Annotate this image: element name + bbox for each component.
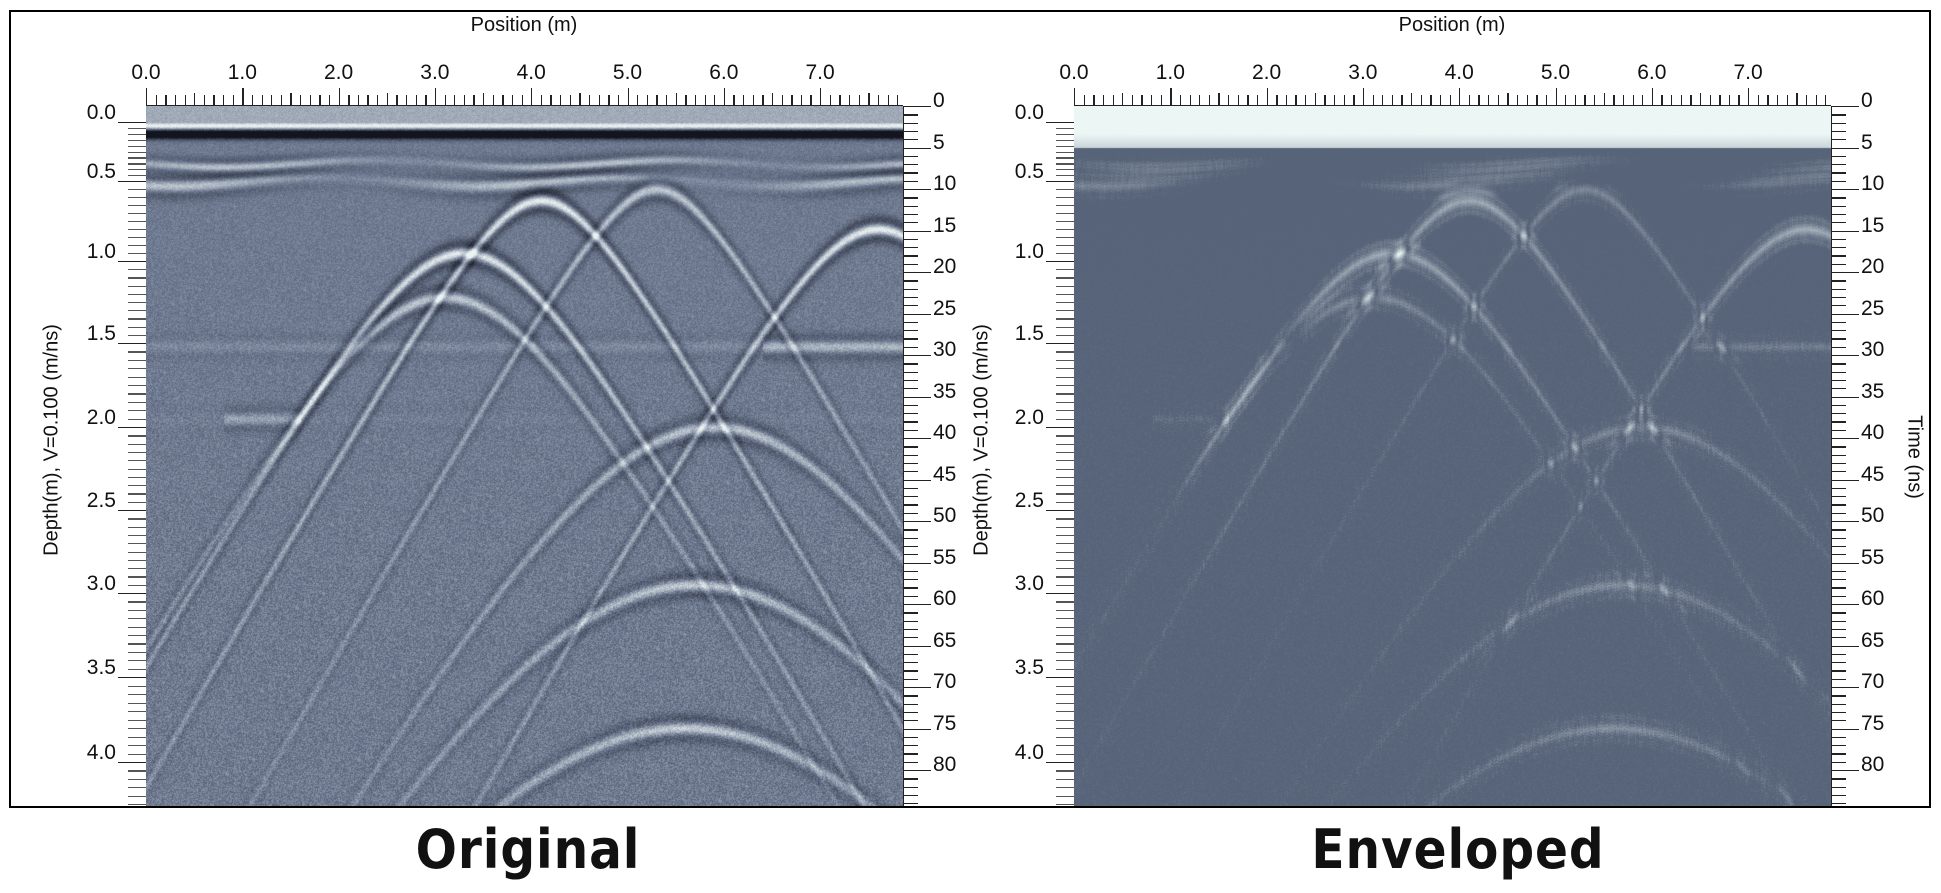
- figure-frame: [9, 10, 1931, 808]
- panel-caption: Original: [415, 818, 641, 881]
- panel-caption: Enveloped: [1311, 818, 1605, 881]
